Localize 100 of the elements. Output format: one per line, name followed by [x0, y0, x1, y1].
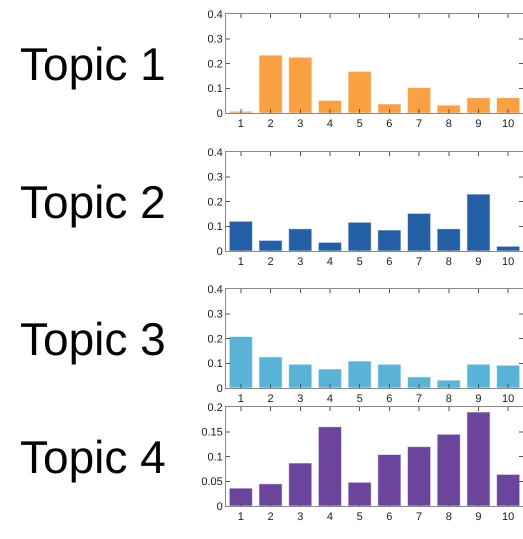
x-tick-label: 9 — [475, 118, 482, 130]
x-tick-label: 7 — [416, 511, 422, 524]
bar — [496, 364, 520, 388]
x-tick-label: 8 — [446, 256, 452, 268]
x-tick-label: 3 — [297, 393, 304, 406]
x-tick-label: 7 — [416, 118, 422, 130]
bar — [406, 87, 432, 113]
y-tick-label: 0.4 — [208, 8, 223, 21]
x-tick-label: 2 — [267, 118, 274, 130]
bar — [348, 222, 372, 251]
bar — [348, 360, 372, 388]
bar — [258, 54, 283, 113]
x-tick-label: 9 — [475, 393, 482, 406]
y-tick-label: 0.4 — [208, 146, 223, 159]
x-tick-label: 7 — [416, 256, 422, 268]
y-tick-label: 0.15 — [201, 426, 223, 439]
x-tick-label: 1 — [238, 511, 244, 524]
x-tick-label: 4 — [326, 393, 334, 406]
bar — [377, 364, 402, 388]
bar — [258, 240, 283, 251]
x-tick-label: 4 — [326, 118, 334, 130]
x-tick-label: 6 — [386, 256, 392, 268]
x-tick-label: 2 — [267, 393, 274, 406]
y-tick-label: 0 — [216, 382, 223, 395]
bar — [436, 104, 461, 113]
x-tick-label: 6 — [386, 511, 392, 524]
x-tick-label: 2 — [267, 511, 274, 524]
bar — [288, 56, 312, 113]
x-tick-label: 1 — [238, 118, 244, 130]
x-tick-label: 9 — [475, 511, 482, 524]
y-tick-label: 0 — [216, 108, 223, 120]
x-tick-label: 1 — [238, 393, 244, 406]
y-tick-label: 0.3 — [208, 308, 223, 321]
bar — [496, 246, 520, 251]
x-tick-label: 8 — [446, 393, 452, 406]
x-tick-label: 5 — [356, 256, 363, 268]
bar — [288, 462, 312, 506]
y-tick-label: 0 — [216, 500, 223, 513]
bar — [466, 194, 491, 251]
y-tick-label: 0.1 — [208, 83, 223, 96]
x-tick-label: 1 — [238, 256, 244, 268]
y-tick-label: 0.2 — [208, 333, 223, 346]
bar — [406, 376, 432, 388]
y-tick-label: 0.1 — [208, 221, 223, 234]
text: Topic 4 — [20, 431, 166, 483]
bar — [288, 228, 312, 251]
bar — [466, 97, 491, 113]
bar — [228, 336, 253, 388]
bar — [406, 446, 432, 506]
x-tick-label: 10 — [502, 118, 514, 130]
x-tick-label: 3 — [297, 256, 304, 268]
bar — [466, 411, 491, 506]
x-tick-label: 5 — [356, 511, 363, 524]
x-tick-label: 10 — [502, 393, 514, 406]
x-tick-label: 10 — [502, 511, 514, 524]
bar — [228, 488, 253, 506]
bar — [348, 70, 372, 113]
x-tick-label: 6 — [386, 118, 392, 130]
y-tick-label: 0.2 — [208, 196, 223, 208]
y-tick-label: 0.2 — [208, 58, 223, 70]
x-tick-label: 10 — [502, 256, 514, 268]
bar — [377, 229, 402, 251]
bar — [406, 212, 432, 251]
bar — [318, 426, 342, 506]
bar — [496, 97, 520, 113]
y-tick-label: 0.3 — [208, 34, 223, 46]
x-tick-label: 7 — [416, 393, 422, 406]
x-tick-label: 4 — [326, 256, 334, 268]
text: Topic 1 — [20, 38, 166, 90]
bar — [288, 364, 312, 388]
bar — [466, 364, 491, 388]
bar — [258, 483, 283, 506]
bar — [436, 380, 461, 388]
bar — [318, 100, 342, 113]
bar — [377, 454, 402, 506]
bar — [348, 482, 372, 506]
x-tick-label: 9 — [475, 256, 482, 268]
bar — [436, 228, 461, 251]
x-tick-label: 5 — [356, 393, 363, 406]
bar — [496, 474, 520, 506]
y-tick-label: 0.05 — [201, 476, 223, 488]
x-tick-label: 5 — [356, 118, 363, 130]
bar — [228, 220, 253, 251]
bar — [318, 368, 342, 388]
x-tick-label: 3 — [297, 118, 304, 130]
y-tick-label: 0.3 — [208, 172, 223, 184]
y-tick-label: 0 — [216, 246, 223, 258]
y-tick-label: 0.2 — [208, 402, 223, 414]
y-tick-label: 0.1 — [208, 358, 223, 370]
bar — [377, 103, 402, 113]
x-tick-label: 8 — [446, 511, 452, 524]
y-tick-label: 0.1 — [208, 451, 223, 464]
y-tick-label: 0.4 — [208, 284, 223, 296]
text: Topic 2 — [20, 176, 166, 228]
x-tick-label: 3 — [297, 511, 304, 524]
text: Topic 3 — [20, 313, 166, 365]
bar — [258, 356, 283, 388]
x-tick-label: 4 — [326, 511, 334, 524]
x-tick-label: 8 — [446, 118, 452, 130]
bar — [318, 242, 342, 251]
